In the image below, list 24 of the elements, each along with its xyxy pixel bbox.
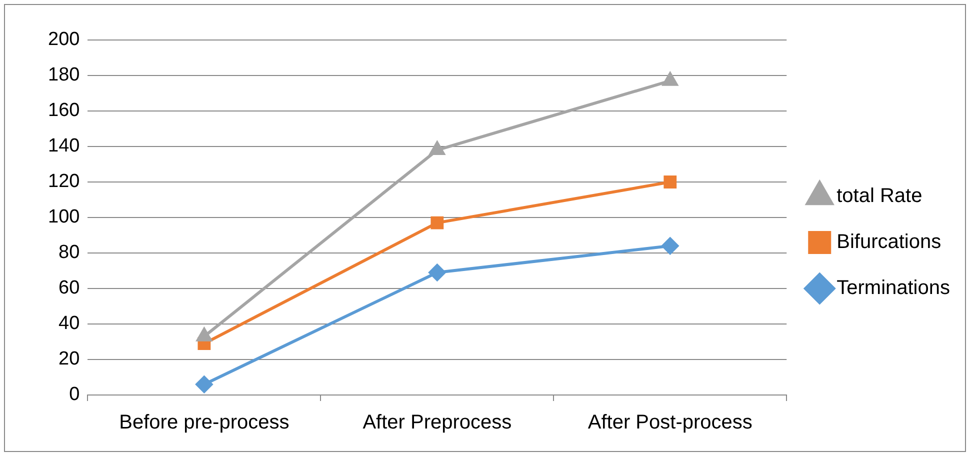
point (662, 237, 679, 254)
point (662, 72, 678, 86)
y-tick-label: 40 (58, 313, 80, 334)
legend-label: total Rate (836, 185, 922, 208)
x-tick-label: After Post-process (588, 412, 752, 434)
point (664, 176, 677, 188)
y-tick-label: 160 (48, 100, 80, 122)
legend-label: Terminations (836, 277, 950, 300)
y-tick-label: 120 (48, 171, 80, 192)
y-tick-label: 200 (48, 29, 80, 50)
y-tick-label: 100 (48, 206, 80, 228)
point (430, 216, 444, 230)
legend-label: Bifurcations (836, 231, 942, 254)
y-tick-label: 60 (58, 278, 80, 299)
x-tick-label: After Preprocess (362, 412, 512, 434)
y-tick-label: 20 (58, 348, 80, 370)
y-tick-label: 80 (58, 242, 80, 264)
point (430, 142, 445, 156)
y-tick-label: 140 (48, 136, 80, 157)
point (428, 264, 446, 282)
point (196, 376, 213, 393)
y-tick-label: 0 (69, 384, 80, 406)
x-tick-label: Before pre-process (119, 412, 290, 434)
y-tick-label: 180 (48, 64, 80, 86)
